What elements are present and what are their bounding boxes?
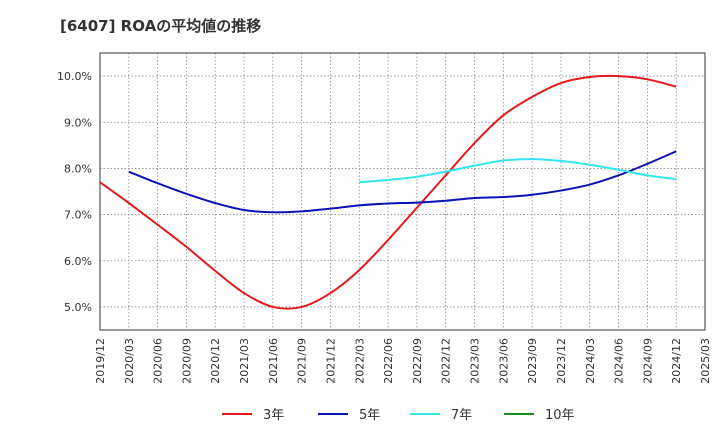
y-tick-label: 9.0% xyxy=(64,116,92,129)
x-tick-label: 2024/09 xyxy=(641,338,654,384)
legend-label-0: 3年 xyxy=(263,408,284,423)
legend-label-3: 10年 xyxy=(545,408,575,423)
x-tick-label: 2021/03 xyxy=(238,338,251,384)
x-tick-label: 2020/12 xyxy=(209,338,222,384)
chart-title: [6407] ROAの平均値の推移 xyxy=(60,17,261,35)
plot-area xyxy=(100,53,705,330)
x-tick-label: 2023/06 xyxy=(497,338,510,384)
x-tick-label: 2024/12 xyxy=(670,338,683,384)
series-line-0 xyxy=(100,74,677,310)
y-tick-label: 7.0% xyxy=(64,209,92,222)
series-line-1 xyxy=(128,150,677,214)
x-tick-label: 2022/09 xyxy=(411,338,424,384)
plot-frame xyxy=(99,52,706,331)
y-axis: 5.0% 6.0% 7.0% 8.0% 9.0% 10.0% xyxy=(57,70,92,314)
x-tick-label: 2020/09 xyxy=(180,338,193,384)
legend-label-1: 5年 xyxy=(359,408,380,423)
x-tick-label: 2020/06 xyxy=(152,338,165,384)
legend-label-2: 7年 xyxy=(451,408,472,423)
x-tick-label: 2023/12 xyxy=(555,338,568,384)
x-tick-label: 2021/12 xyxy=(324,338,337,384)
x-tick-label: 2024/03 xyxy=(584,338,597,384)
x-tick-label: 2024/06 xyxy=(613,338,626,384)
y-tick-label: 8.0% xyxy=(64,162,92,175)
x-axis: 2019/12 2020/03 2020/06 2020/09 2020/12 2021/… xyxy=(94,338,712,384)
legend: 3年 5年 7年 10年 xyxy=(222,408,575,423)
x-tick-label: 2021/09 xyxy=(296,338,309,384)
x-tick-label: 2025/03 xyxy=(699,338,712,384)
x-tick-label: 2022/12 xyxy=(440,338,453,384)
x-tick-label: 2019/12 xyxy=(94,338,107,384)
y-tick-label: 5.0% xyxy=(64,301,92,314)
grid xyxy=(100,53,705,330)
series-layer xyxy=(100,74,677,310)
series-line-2 xyxy=(359,158,677,184)
y-tick-label: 6.0% xyxy=(64,255,92,268)
x-tick-label: 2023/03 xyxy=(469,338,482,384)
x-tick-label: 2021/06 xyxy=(267,338,280,384)
x-tick-label: 2022/03 xyxy=(353,338,366,384)
x-tick-label: 2023/09 xyxy=(526,338,539,384)
x-tick-label: 2020/03 xyxy=(123,338,136,384)
x-tick-label: 2022/06 xyxy=(382,338,395,384)
y-tick-label: 10.0% xyxy=(57,70,92,83)
